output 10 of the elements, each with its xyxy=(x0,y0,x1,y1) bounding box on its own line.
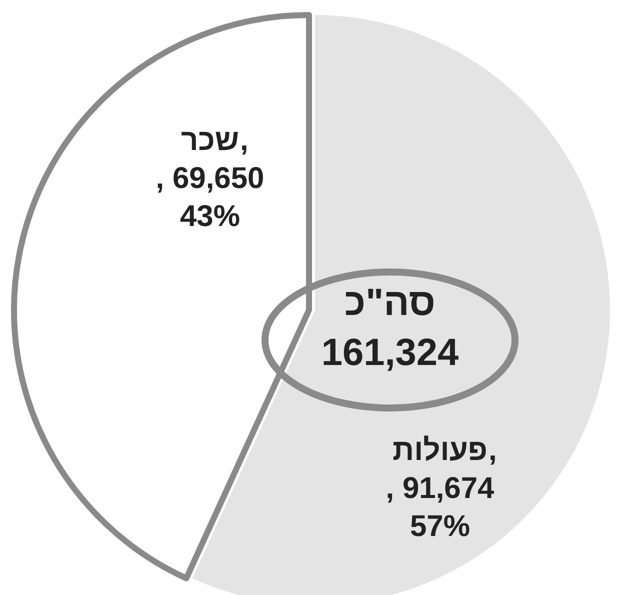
text: סה"כ xyxy=(344,282,436,324)
text: 43% xyxy=(180,200,240,233)
data-label: , 91,674 xyxy=(386,472,495,505)
text: 57% xyxy=(410,510,470,543)
text: , xyxy=(488,434,497,467)
text: 161,324 xyxy=(321,332,459,374)
text: , xyxy=(240,124,248,157)
data-label: , 69,650 xyxy=(156,162,264,195)
slice-label: שכר xyxy=(180,124,240,157)
slice-label: פעולות xyxy=(392,434,488,467)
